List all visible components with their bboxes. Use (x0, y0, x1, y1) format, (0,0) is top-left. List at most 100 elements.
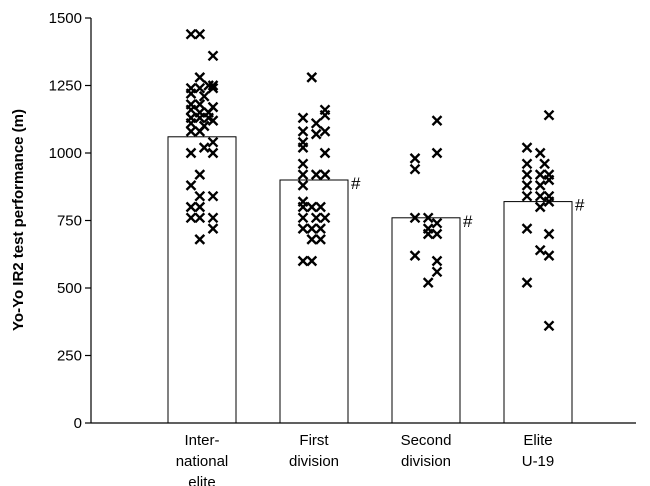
data-point (409, 163, 421, 175)
data-point (297, 158, 309, 170)
data-point (543, 250, 555, 261)
bar (391, 217, 461, 424)
data-point (315, 201, 326, 213)
data-point (297, 223, 309, 234)
data-point (194, 201, 206, 213)
data-point (310, 212, 322, 224)
data-point (207, 147, 219, 159)
data-point (521, 169, 533, 180)
y-tick-label: 0 (74, 415, 82, 432)
data-point (543, 109, 555, 121)
data-point (194, 28, 206, 40)
category-label: First (299, 432, 329, 449)
data-point (521, 223, 533, 234)
category-label: Inter- (184, 432, 219, 449)
y-tick-label: 1000 (49, 145, 82, 162)
data-point (198, 90, 210, 102)
data-point (422, 212, 434, 224)
data-point (185, 180, 197, 191)
data-point (194, 99, 206, 110)
data-point (409, 153, 421, 164)
data-point (185, 28, 197, 40)
data-point (534, 180, 546, 191)
data-point (306, 255, 318, 267)
y-tick-label: 750 (57, 213, 82, 230)
data-point (207, 80, 219, 91)
data-point (306, 72, 318, 83)
data-point (409, 212, 421, 224)
data-point (207, 223, 219, 234)
data-point (521, 190, 533, 202)
data-point (431, 217, 443, 229)
data-point (194, 212, 206, 224)
ticks-layer: 0 250 500 750 1000 1250 1500 (49, 10, 91, 432)
data-point (185, 126, 197, 137)
data-point (297, 212, 309, 224)
data-point (431, 147, 443, 159)
data-point (431, 115, 443, 126)
bars-layer (167, 136, 573, 424)
data-point (185, 104, 197, 116)
data-point (310, 117, 322, 129)
data-point (185, 212, 197, 224)
data-point (409, 250, 421, 261)
data-point (194, 112, 206, 124)
data-point (310, 128, 322, 140)
data-point (431, 255, 443, 267)
bar (167, 136, 237, 424)
data-point (194, 169, 206, 180)
points-layer (185, 28, 555, 332)
category-label: U-19 (522, 453, 555, 470)
data-point (534, 169, 546, 180)
data-point (534, 244, 546, 256)
significance-marker: # (575, 196, 585, 215)
data-point (534, 190, 546, 202)
data-point (543, 174, 555, 186)
data-point (319, 109, 331, 121)
data-point (431, 266, 443, 278)
data-point (297, 142, 309, 153)
data-point (194, 126, 206, 137)
data-point (306, 234, 318, 245)
data-point (198, 142, 210, 153)
data-point (543, 320, 555, 332)
data-point (319, 147, 331, 159)
category-label: Elite (523, 432, 552, 449)
data-point (207, 115, 219, 126)
data-point (297, 255, 309, 267)
y-tick-label: 500 (57, 280, 82, 297)
category-label: division (289, 453, 339, 470)
data-point (319, 212, 331, 224)
data-point (306, 223, 318, 234)
y-tick-label: 250 (57, 348, 82, 365)
data-point (297, 180, 309, 191)
data-point (543, 228, 555, 240)
data-point (521, 158, 533, 170)
data-point (207, 82, 219, 94)
data-point (207, 50, 219, 62)
category-label: elite (188, 474, 216, 486)
data-point (521, 277, 533, 288)
category-label: national (176, 453, 229, 470)
data-point (310, 169, 322, 180)
data-point (207, 136, 219, 148)
data-point (207, 190, 219, 202)
data-point (297, 201, 309, 213)
data-point (185, 147, 197, 159)
data-point (315, 223, 326, 234)
data-point (539, 158, 550, 170)
y-tick-label: 1500 (49, 10, 82, 27)
significance-marker: # (351, 174, 361, 193)
data-point (521, 180, 533, 191)
data-point (185, 117, 197, 129)
data-point (534, 147, 546, 159)
data-point (422, 277, 434, 288)
y-axis-title: Yo-Yo IR2 test performance (m) (10, 109, 27, 331)
data-point (422, 228, 434, 240)
data-point (194, 72, 206, 83)
data-point (185, 88, 197, 99)
bar (503, 201, 573, 424)
data-point (194, 234, 206, 245)
data-point (319, 126, 331, 137)
